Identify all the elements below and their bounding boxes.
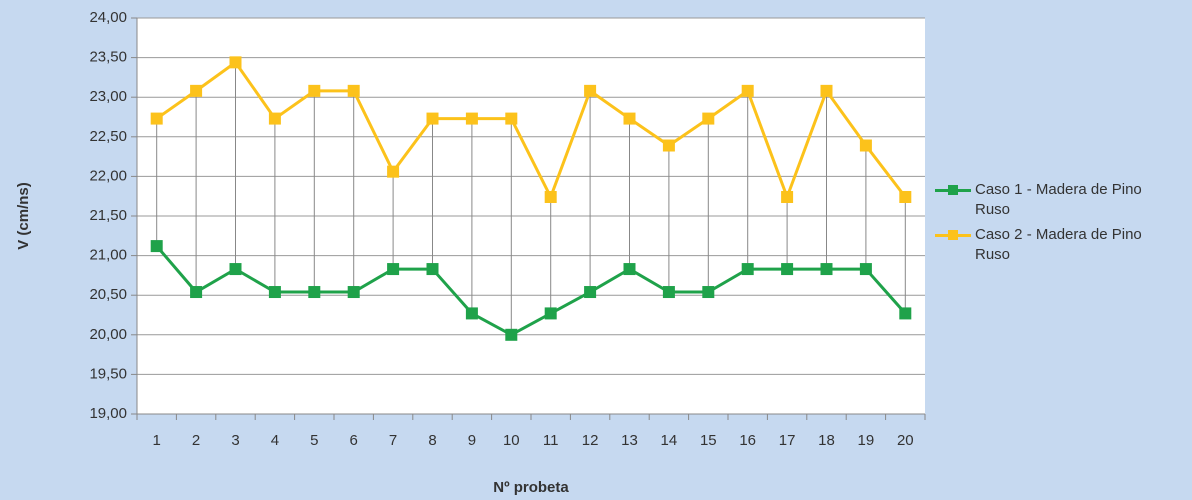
marker [623, 112, 636, 125]
x-tick-label: 4 [271, 432, 279, 449]
marker [387, 263, 400, 276]
marker [781, 263, 794, 276]
y-tick-label: 21,50 [89, 207, 127, 224]
legend-swatch [935, 185, 971, 195]
marker [190, 84, 203, 97]
marker [229, 263, 242, 276]
y-tick-label: 23,00 [89, 88, 127, 105]
marker [347, 84, 360, 97]
marker [190, 286, 203, 299]
x-tick-label: 15 [700, 432, 717, 449]
marker [741, 84, 754, 97]
legend-item: Caso 2 - Madera de Pino Ruso [935, 225, 1185, 265]
marker [820, 263, 833, 276]
y-tick-label: 23,50 [89, 49, 127, 66]
x-tick-label: 1 [153, 432, 161, 449]
legend-marker [948, 230, 958, 240]
legend-label: Caso 2 - Madera de Pino Ruso [975, 226, 1142, 263]
x-tick-label: 3 [231, 432, 239, 449]
x-tick-label: 17 [779, 432, 796, 449]
marker [662, 139, 675, 152]
marker [505, 112, 518, 125]
marker [702, 286, 715, 299]
marker [859, 263, 872, 276]
marker [820, 84, 833, 97]
legend-marker [948, 185, 958, 195]
x-tick-label: 10 [503, 432, 520, 449]
x-tick-label: 19 [858, 432, 875, 449]
x-tick-label: 13 [621, 432, 638, 449]
marker [308, 286, 321, 299]
marker [859, 139, 872, 152]
marker [899, 307, 912, 320]
y-tick-label: 22,00 [89, 167, 127, 184]
x-tick-label: 6 [350, 432, 358, 449]
marker [584, 286, 597, 299]
marker [150, 240, 163, 253]
marker [268, 286, 281, 299]
marker [308, 84, 321, 97]
y-tick-label: 19,50 [89, 365, 127, 382]
marker [505, 328, 518, 341]
y-tick-label: 20,50 [89, 286, 127, 303]
marker [623, 263, 636, 276]
x-tick-label: 11 [543, 432, 559, 449]
x-tick-label: 14 [661, 432, 678, 449]
marker [426, 112, 439, 125]
legend-item: Caso 1 - Madera de Pino Ruso [935, 180, 1185, 220]
marker [741, 263, 754, 276]
legend-label: Caso 1 - Madera de Pino Ruso [975, 181, 1142, 218]
marker [662, 286, 675, 299]
series-line [155, 60, 907, 202]
y-axis-label: V (cm/ns) [15, 182, 32, 250]
marker [268, 112, 281, 125]
legend-swatch [935, 230, 971, 240]
y-tick-label: 19,00 [89, 405, 127, 422]
marker [781, 190, 794, 203]
marker [465, 307, 478, 320]
x-tick-label: 20 [897, 432, 914, 449]
y-tick-label: 24,00 [89, 9, 127, 26]
y-tick-label: 21,00 [89, 247, 127, 264]
y-tick-label: 22,50 [89, 128, 127, 145]
x-tick-label: 7 [389, 432, 397, 449]
x-tick-label: 9 [468, 432, 476, 449]
x-tick-label: 18 [818, 432, 835, 449]
marker [150, 112, 163, 125]
marker [465, 112, 478, 125]
y-tick-label: 20,00 [89, 326, 127, 343]
x-tick-label: 2 [192, 432, 200, 449]
marker [426, 263, 439, 276]
marker [544, 190, 557, 203]
series-line [155, 245, 907, 337]
marker [347, 286, 360, 299]
marker [702, 112, 715, 125]
x-tick-label: 5 [310, 432, 318, 449]
x-tick-label: 12 [582, 432, 599, 449]
marker [387, 165, 400, 178]
x-tick-label: 8 [428, 432, 436, 449]
marker [544, 307, 557, 320]
marker [584, 84, 597, 97]
marker [899, 190, 912, 203]
x-tick-label: 16 [739, 432, 756, 449]
marker [229, 56, 242, 69]
x-axis-label: Nº probeta [493, 479, 569, 496]
